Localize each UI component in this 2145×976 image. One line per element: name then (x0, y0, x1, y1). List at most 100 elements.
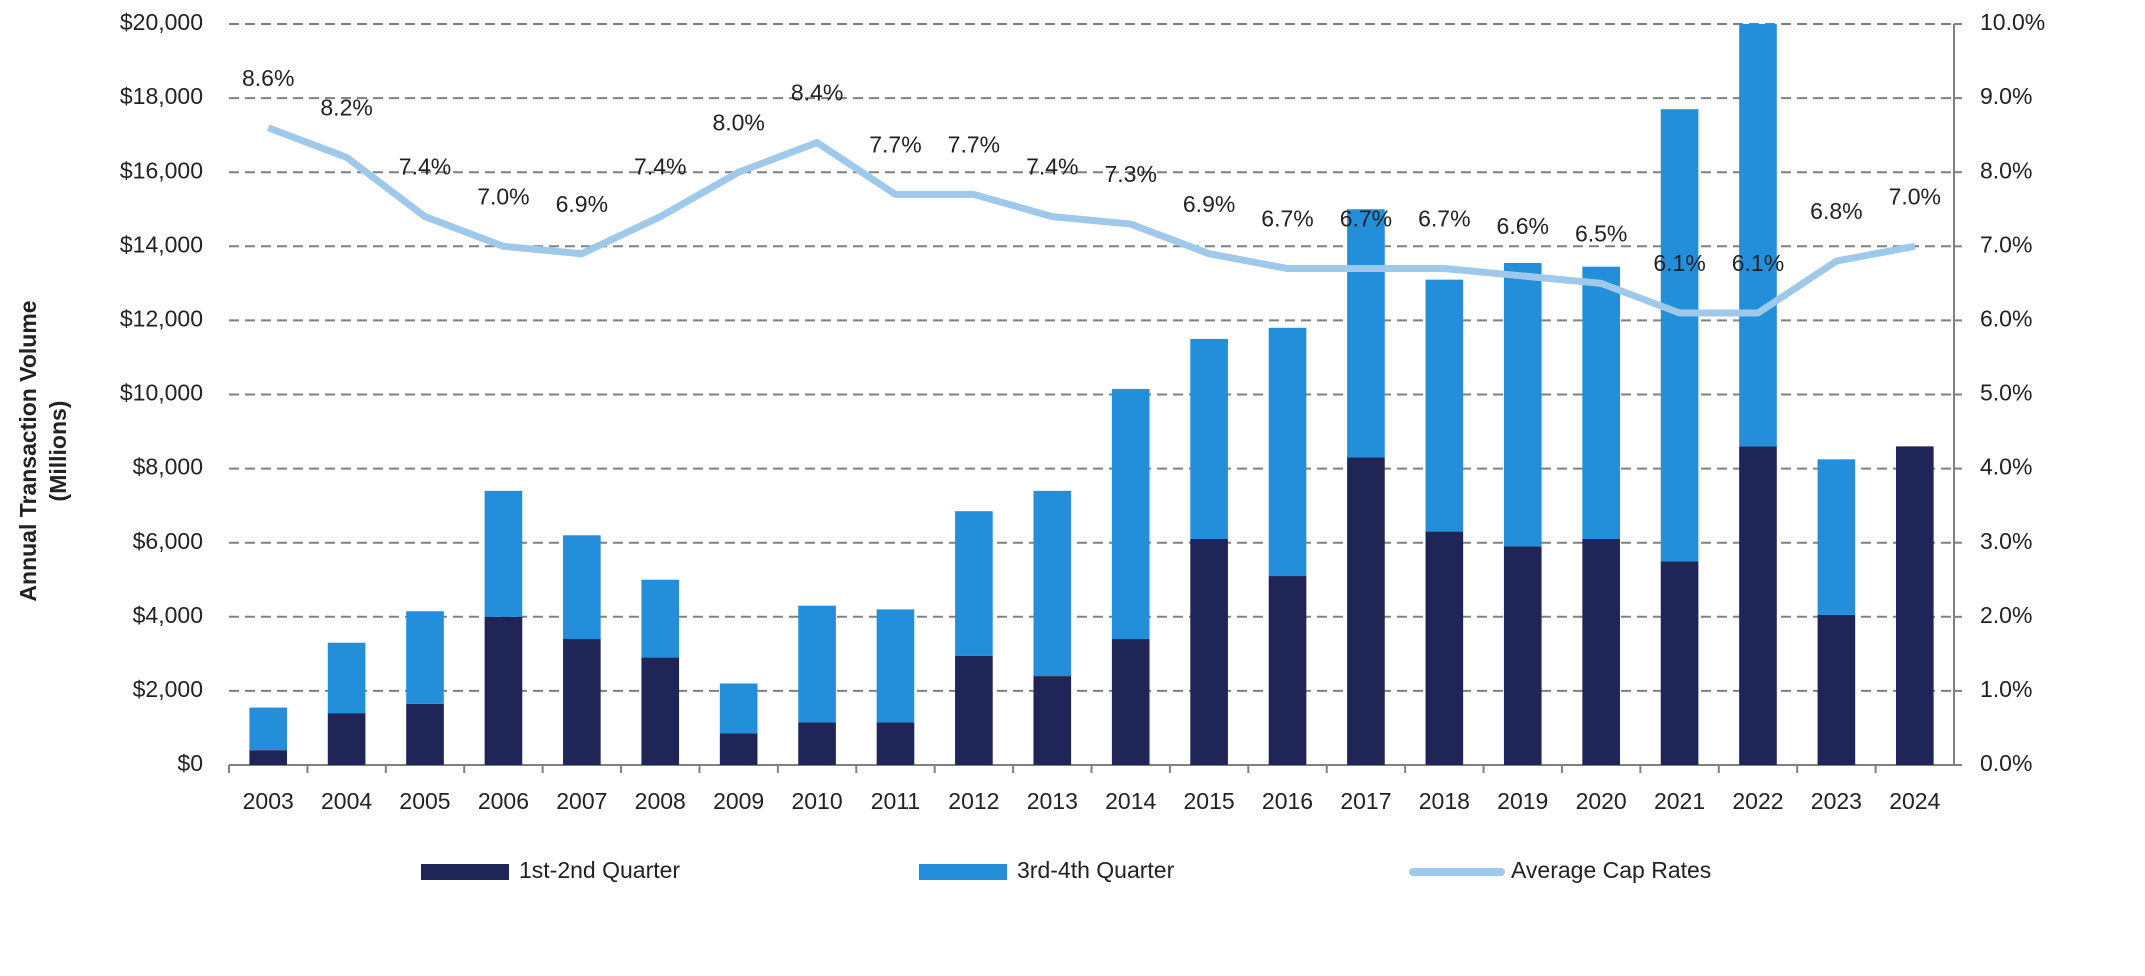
y2-tick-label: 0.0% (1980, 750, 2032, 776)
legend-swatch (421, 864, 509, 880)
data-label: 8.0% (712, 109, 764, 135)
x-tick-label: 2007 (556, 788, 607, 814)
y-tick-label: $14,000 (120, 231, 203, 257)
data-label: 7.0% (477, 183, 529, 209)
data-label: 8.6% (242, 65, 294, 91)
bar (719, 683, 758, 734)
bar (876, 722, 915, 765)
bar (249, 707, 288, 751)
bar (563, 535, 601, 640)
data-label: 7.3% (1104, 161, 1156, 187)
x-tick-label: 2005 (399, 788, 450, 814)
bar (798, 722, 836, 765)
y-tick-label: $2,000 (133, 676, 203, 702)
data-label: 7.4% (634, 154, 686, 180)
bar (1582, 538, 1620, 765)
x-tick-label: 2024 (1889, 788, 1940, 814)
data-label: 6.5% (1575, 220, 1627, 246)
line-series (266, 124, 1916, 317)
bar (1817, 459, 1856, 615)
bar (1895, 446, 1934, 765)
bar (1190, 338, 1228, 539)
data-label: 7.0% (1889, 183, 1941, 209)
bar (1190, 538, 1228, 765)
bar (1739, 24, 1777, 447)
y2-tick-label: 2.0% (1980, 602, 2032, 628)
y-tick-label: $20,000 (120, 9, 203, 35)
x-tick-label: 2023 (1811, 788, 1862, 814)
y-tick-label: $12,000 (120, 305, 203, 331)
x-tick-label: 2009 (713, 788, 764, 814)
y-axis-title: Annual Transaction Volume (Millions) (15, 300, 71, 601)
data-label: 6.8% (1810, 198, 1862, 224)
y2-tick-label: 8.0% (1980, 157, 2032, 183)
bar (955, 655, 993, 765)
bar (1111, 639, 1150, 765)
bar (719, 733, 758, 765)
y-tick-label: $4,000 (133, 602, 203, 628)
bar (955, 511, 993, 656)
x-tick-label: 2018 (1419, 788, 1470, 814)
y2-tick-label: 9.0% (1980, 83, 2032, 109)
bar (563, 639, 601, 765)
bar (327, 642, 366, 714)
x-tick-label: 2021 (1654, 788, 1705, 814)
bar (484, 490, 523, 617)
bar (1425, 531, 1464, 765)
bar (484, 616, 523, 765)
y2-tick-label: 3.0% (1980, 528, 2032, 554)
x-tick-label: 2016 (1262, 788, 1313, 814)
data-label: 6.1% (1653, 250, 1705, 276)
bar (798, 605, 836, 723)
x-tick-label: 2011 (871, 788, 920, 814)
bar (1503, 262, 1542, 547)
bar (1739, 446, 1777, 765)
bar (1347, 209, 1385, 458)
data-label: 7.7% (869, 132, 921, 158)
y-tick-label: $0 (177, 750, 203, 776)
bar (641, 657, 680, 765)
data-label: 6.9% (556, 191, 608, 217)
x-tick-label: 2017 (1340, 788, 1391, 814)
bar (1111, 388, 1150, 640)
x-tick-label: 2015 (1184, 788, 1235, 814)
bar (1582, 266, 1620, 539)
bar (327, 713, 366, 765)
bar (249, 750, 288, 765)
legend-label: 1st-2nd Quarter (519, 857, 680, 883)
bar (1503, 546, 1542, 765)
bar (406, 611, 444, 704)
bar (1817, 614, 1856, 765)
y-tick-label: $8,000 (133, 454, 203, 480)
y-tick-label: $16,000 (120, 157, 203, 183)
data-label: 7.4% (1026, 154, 1078, 180)
bar (1033, 490, 1072, 677)
data-label: 6.7% (1340, 206, 1392, 232)
y-tick-label: $6,000 (133, 528, 203, 554)
legend-swatch (919, 864, 1007, 880)
y-axis-title-line: (Millions) (45, 401, 71, 502)
bar (876, 609, 915, 723)
y2-tick-label: 5.0% (1980, 380, 2032, 406)
data-label: 7.7% (948, 132, 1000, 158)
data-label: 6.9% (1183, 191, 1235, 217)
x-tick-label: 2022 (1732, 788, 1783, 814)
x-tick-label: 2010 (791, 788, 842, 814)
data-label: 6.1% (1732, 250, 1784, 276)
y-tick-label: $10,000 (120, 380, 203, 406)
data-label: 6.7% (1418, 206, 1470, 232)
x-tick-label: 2012 (948, 788, 999, 814)
y-axis-title-line: Annual Transaction Volume (15, 300, 41, 601)
bar (1425, 279, 1464, 532)
bar (641, 579, 680, 658)
y2-tick-label: 6.0% (1980, 305, 2032, 331)
data-label: 7.4% (399, 154, 451, 180)
bar (1660, 109, 1699, 562)
y2-tick-label: 10.0% (1980, 9, 2045, 35)
data-label: 8.2% (320, 94, 372, 120)
x-tick-label: 2020 (1576, 788, 1627, 814)
data-label: 6.7% (1261, 206, 1313, 232)
bar (406, 703, 444, 765)
